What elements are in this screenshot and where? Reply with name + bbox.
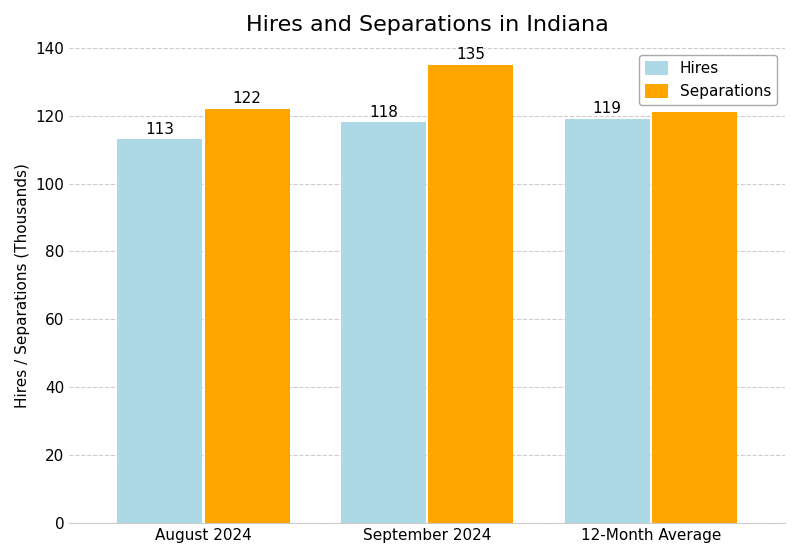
Y-axis label: Hires / Separations (Thousands): Hires / Separations (Thousands) <box>15 163 30 408</box>
Text: 121: 121 <box>680 94 709 109</box>
Text: 113: 113 <box>146 122 174 137</box>
Bar <box>341 122 426 523</box>
Text: 118: 118 <box>369 105 398 119</box>
Legend: Hires, Separations: Hires, Separations <box>638 55 778 105</box>
Text: 135: 135 <box>456 47 486 62</box>
Bar <box>205 109 290 523</box>
Title: Hires and Separations in Indiana: Hires and Separations in Indiana <box>246 15 609 35</box>
Text: 119: 119 <box>593 101 622 116</box>
Bar <box>428 65 514 523</box>
Bar <box>118 140 202 523</box>
Bar <box>565 119 650 523</box>
Text: 122: 122 <box>233 91 262 106</box>
Bar <box>652 112 737 523</box>
